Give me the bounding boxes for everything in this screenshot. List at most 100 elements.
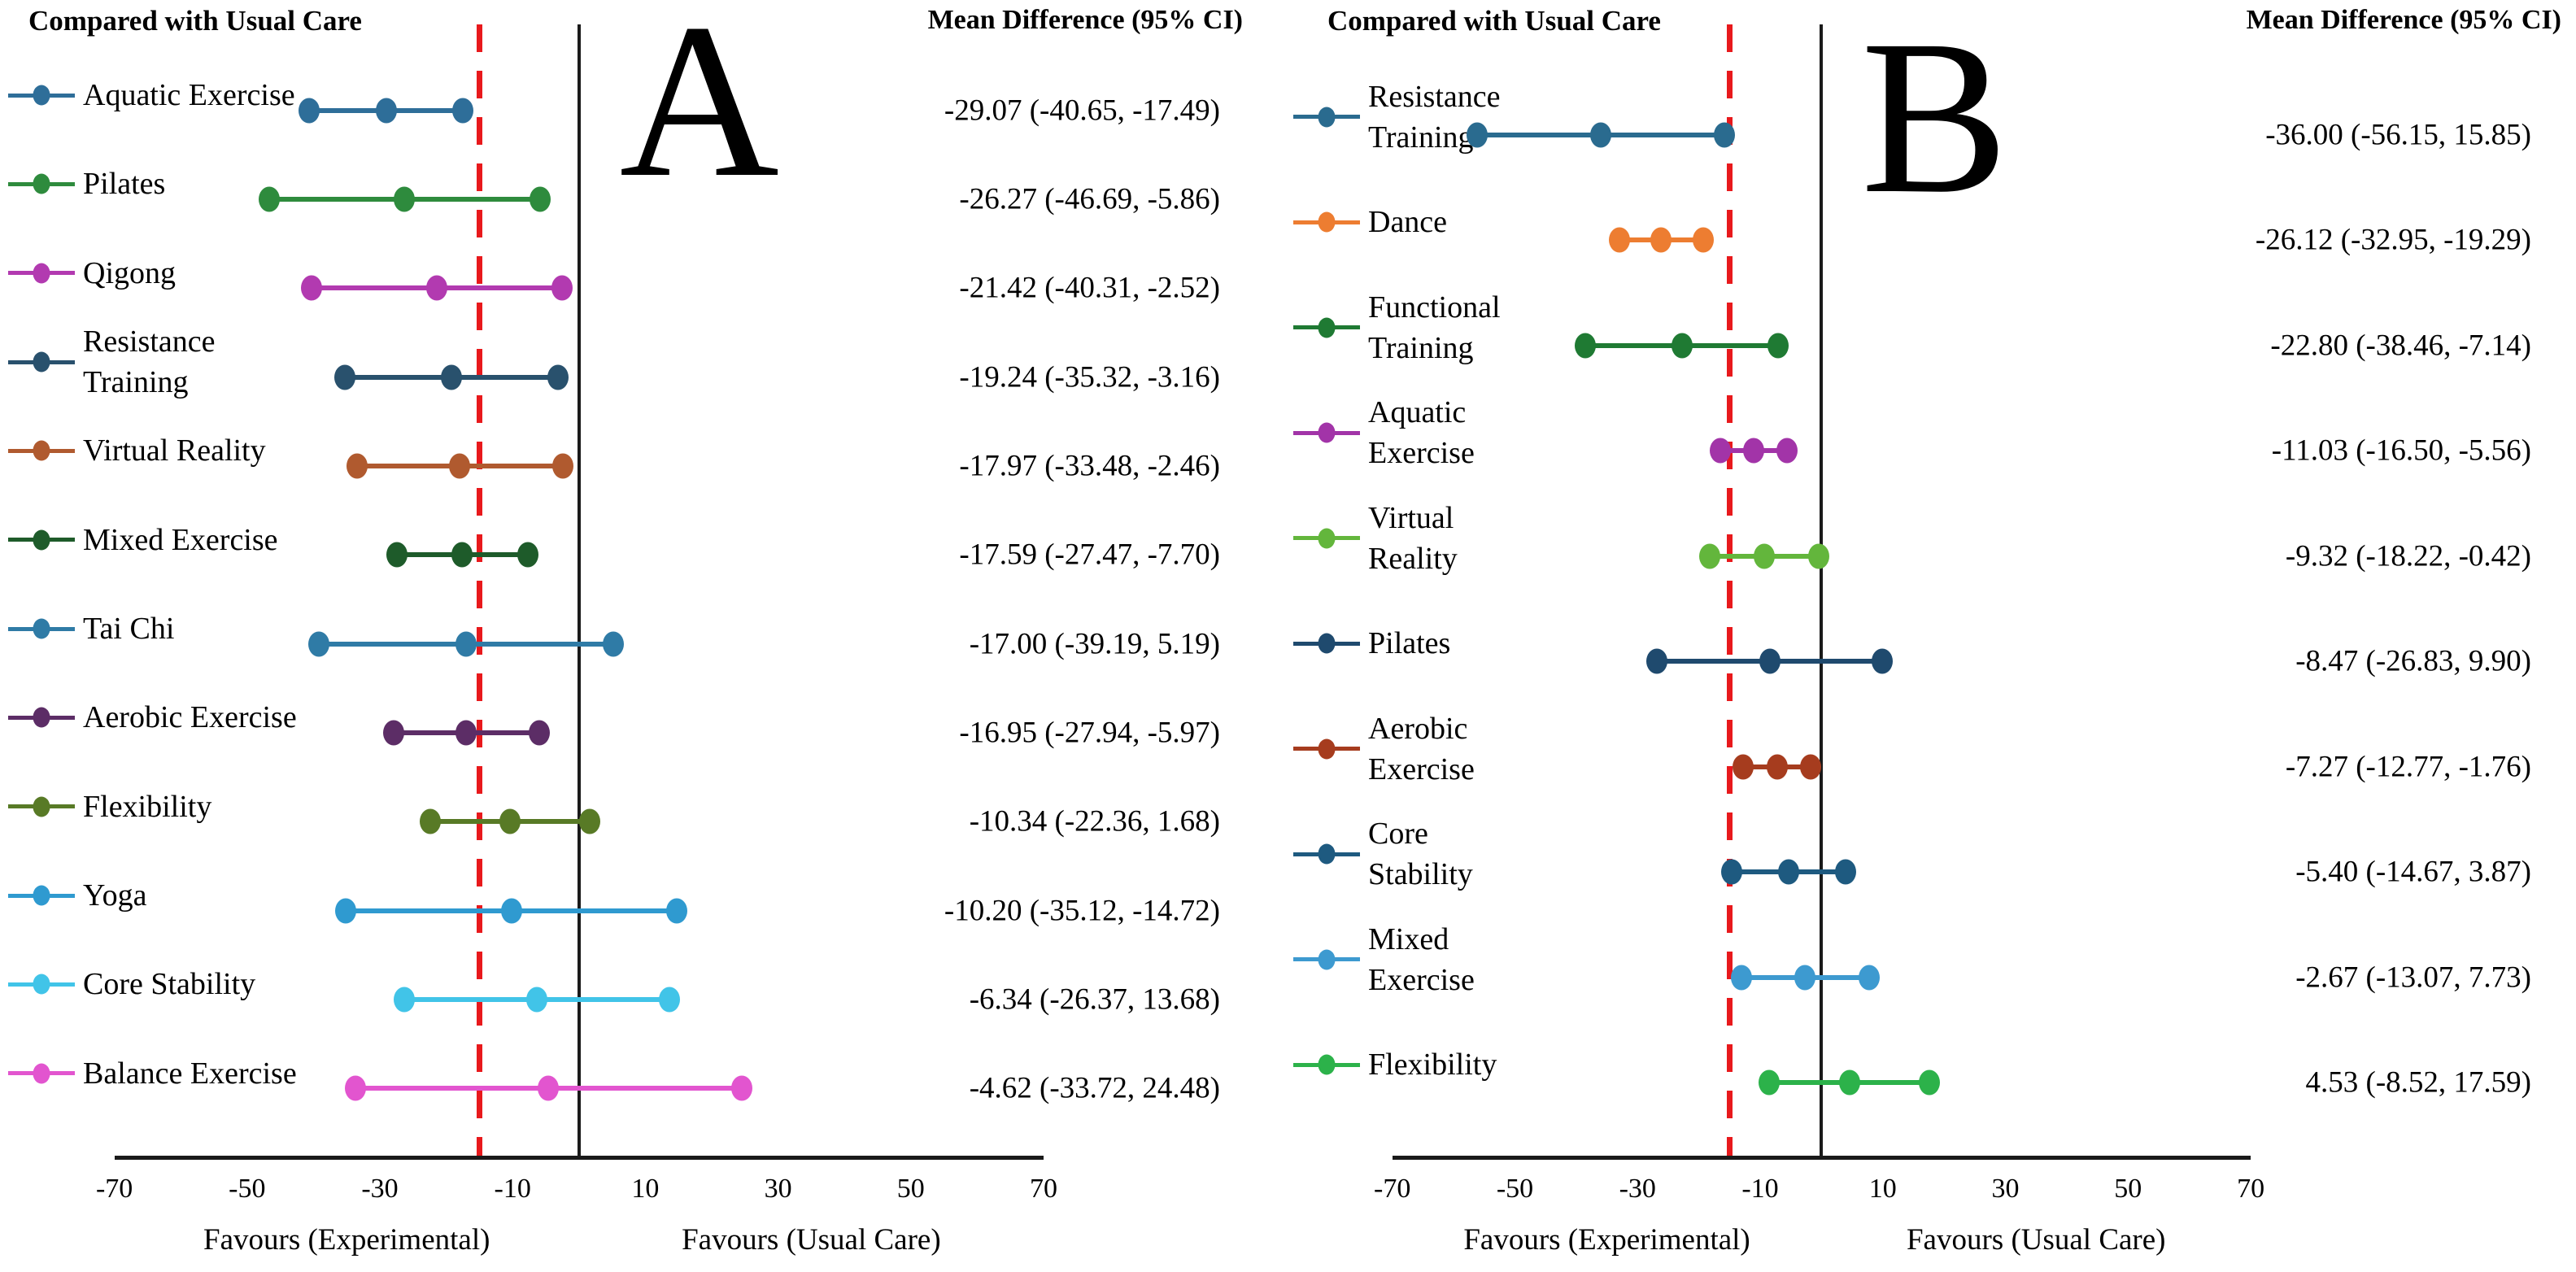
ci-dot-mean [426,275,447,301]
forest-row: Functional Training -22.80 (-38.46, -7.14) [1285,282,2576,388]
treatment-label: Aquatic Exercise [83,75,295,115]
ci-dot-mean [375,98,397,124]
ci-dot-lower [258,186,280,212]
treatment-label: Core Stability [83,964,255,1004]
x-axis-tick-label: -70 [95,1174,133,1204]
treatment-label-line: Training [83,365,189,399]
legend-dot-icon [33,707,50,728]
treatment-label-line: Training [1368,120,1474,155]
ci-dot-mean [440,364,462,390]
legend-dot-icon [33,173,50,194]
panel-a-title: Compared with Usual Care [28,5,362,37]
treatment-label-line: Functional [1368,290,1501,325]
treatment-label-line: Virtual [1368,500,1454,535]
ci-dot-upper [547,364,569,390]
favours-usual-care-label: Favours (Usual Care) [682,1223,941,1257]
ci-dot-upper [1918,1069,1940,1096]
ci-dot-upper [579,808,601,834]
ci-dot-mean [1766,754,1788,780]
treatment-label-line: Balance Exercise [83,1056,297,1091]
treatment-label: Aerobic Exercise [83,697,297,738]
legend-dot-icon [33,885,50,906]
ci-dot-upper [665,898,687,924]
treatment-label-line: Core [1368,817,1428,852]
forest-row: Yoga -10.20 (-35.12, -14.72) [0,857,1285,946]
ci-dot-mean [1777,859,1799,885]
legend-dot-icon [1318,843,1336,865]
treatment-label: Flexibility [1368,1044,1497,1085]
mean-difference-value: -19.24 (-35.32, -3.16) [959,360,1220,394]
treatment-label: Mixed Exercise [1368,919,1475,1000]
mean-difference-value: -21.42 (-40.31, -2.52) [959,271,1220,305]
favours-experimental-label: Favours (Experimental) [203,1223,490,1257]
treatment-label-line: Pilates [1368,626,1451,661]
x-axis-tick-label: -50 [229,1174,266,1204]
ci-dot-mean [1754,543,1776,569]
forest-row: Tai Chi -17.00 (-39.19, 5.19) [0,590,1285,679]
x-axis-tick-label: -50 [1496,1174,1534,1204]
treatment-label-line: Yoga [83,878,147,913]
ci-dot-lower [1646,648,1668,674]
ci-dot-mean [1590,122,1612,148]
forest-row: Resistance Training -19.24 (-35.32, -3.16) [0,324,1285,412]
forest-row: Virtual Reality -17.97 (-33.48, -2.46) [0,412,1285,501]
ci-dot-lower [1730,965,1752,991]
ci-dot-lower [1720,859,1742,885]
treatment-label: Core Stability [1368,813,1473,895]
mean-difference-value: -16.95 (-27.94, -5.97) [959,716,1220,750]
ci-dot-upper [1776,438,1798,464]
mean-difference-value: -11.03 (-16.50, -5.56) [2271,433,2531,468]
mean-difference-value: -29.07 (-40.65, -17.49) [944,94,1220,128]
forest-row: Aquatic Exercise -11.03 (-16.50, -5.56) [1285,388,2576,494]
ci-dot-lower [299,98,320,124]
ci-dot-mean [394,186,416,212]
forest-row: Flexibility 4.53 (-8.52, 17.59) [1285,1020,2576,1126]
x-axis-tick-label: 10 [631,1174,660,1204]
ci-dot-lower [1575,333,1597,359]
treatment-label-line: Aerobic [1368,711,1468,746]
legend-dot-icon [33,618,50,639]
treatment-label-line: Exercise [1368,751,1475,786]
panel-b-letter: B [1860,0,2009,239]
ci-dot-mean [455,720,477,746]
x-axis-tick-label: -30 [1619,1174,1656,1204]
mean-difference-value: -10.20 (-35.12, -14.72) [944,894,1220,928]
mean-difference-value: -26.27 (-46.69, -5.86) [959,182,1220,216]
legend-dot-icon [33,974,50,995]
ci-dot-upper [603,631,625,657]
panel-b-title: Compared with Usual Care [1327,5,1661,37]
forest-row: Flexibility -10.34 (-22.36, 1.68) [0,769,1285,857]
ci-dot-lower [1733,754,1754,780]
ci-dot-lower [1609,227,1630,253]
treatment-label-line: Mixed [1368,921,1449,956]
treatment-label: Pilates [83,163,165,204]
treatment-label-line: Dance [1368,205,1448,240]
forest-row: Qigong -21.42 (-40.31, -2.52) [0,235,1285,324]
ci-dot-mean [1794,965,1816,991]
ci-dot-mean [538,1075,560,1101]
mean-difference-value: -22.80 (-38.46, -7.14) [2270,329,2531,363]
ci-dot-lower [308,631,330,657]
mean-difference-value: -7.27 (-12.77, -1.76) [2285,750,2531,784]
treatment-label: Pilates [1368,623,1450,664]
forest-row: Aquatic Exercise -29.07 (-40.65, -17.49) [0,57,1285,146]
forest-row: Mixed Exercise -2.67 (-13.07, 7.73) [1285,914,2576,1020]
ci-dot-lower [346,453,368,479]
treatment-label-line: Aquatic [1368,395,1467,430]
treatment-label-line: Stability [1368,857,1473,892]
forest-row: Dance -26.12 (-32.95, -19.29) [1285,177,2576,283]
treatment-label-line: Mixed Exercise [83,522,278,557]
ci-dot-upper [1767,333,1789,359]
mean-difference-value: -2.67 (-13.07, 7.73) [2295,961,2531,995]
ci-dot-mean [1838,1069,1860,1096]
x-axis-tick-label: 50 [896,1174,925,1204]
legend-dot-icon [1318,738,1336,760]
treatment-label: Tai Chi [83,608,174,649]
ci-dot-lower [300,275,322,301]
ci-dot-upper [517,542,538,568]
legend-dot-icon [33,440,50,461]
favours-experimental-label: Favours (Experimental) [1463,1223,1750,1257]
treatment-label-line: Exercise [1368,962,1475,997]
legend-dot-icon [1318,107,1336,128]
